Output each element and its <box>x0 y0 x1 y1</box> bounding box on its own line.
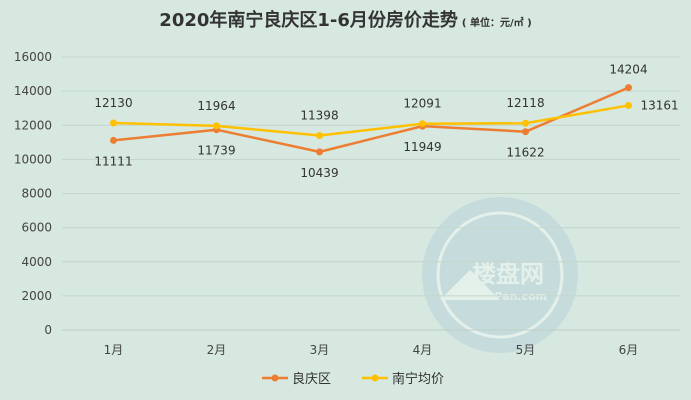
y-axis: 0 2000 4000 6000 8000 10000 12000 14000 16000 <box>14 50 52 337</box>
data-point <box>625 101 632 109</box>
data-label: 11111 <box>94 154 132 168</box>
watermark-subtext: LouPan.com <box>472 290 547 303</box>
data-label: 14204 <box>609 63 647 77</box>
data-point <box>110 136 117 144</box>
x-tick-label: 6月 <box>619 343 639 357</box>
data-label: 13161 <box>641 98 679 112</box>
chart-title: 2020年南宁良庆区1-6月份房价走势( 单位：元/㎡ ) <box>0 6 691 32</box>
watermark-logo: 楼盘网 LouPan.com <box>422 197 578 353</box>
watermark-text: 楼盘网 <box>472 260 544 288</box>
data-point <box>213 122 220 130</box>
gridlines <box>62 56 680 331</box>
data-label: 11622 <box>506 146 544 160</box>
series-lines <box>110 84 632 156</box>
data-label: 11739 <box>197 144 235 158</box>
legend-swatch-marker <box>371 374 379 382</box>
y-tick-label: 16000 <box>14 50 52 64</box>
chart-title-text: 2020年南宁良庆区1-6月份房价走势 <box>159 10 458 31</box>
data-point <box>316 132 323 140</box>
x-tick-label: 5月 <box>516 343 536 357</box>
legend: 良庆区 南宁均价 <box>262 371 444 387</box>
data-label: 12118 <box>506 96 544 110</box>
y-tick-label: 8000 <box>21 187 52 201</box>
x-axis: 1月 2月 3月 4月 5月 6月 <box>104 343 639 357</box>
data-point <box>522 128 529 136</box>
y-tick-label: 4000 <box>21 255 52 269</box>
x-tick-label: 4月 <box>413 343 433 357</box>
data-label: 10439 <box>300 166 338 180</box>
y-tick-label: 12000 <box>14 118 52 132</box>
series-line-1 <box>113 86 629 154</box>
x-tick-label: 1月 <box>104 343 124 357</box>
data-label: 11964 <box>197 99 235 113</box>
data-point <box>110 119 117 127</box>
series-line-2 <box>113 104 629 137</box>
legend-label: 良庆区 <box>292 371 331 387</box>
y-tick-label: 2000 <box>21 289 52 303</box>
y-tick-label: 10000 <box>14 152 52 166</box>
data-label: 12130 <box>94 96 132 110</box>
y-tick-label: 0 <box>44 323 52 337</box>
unit-note: ( 单位：元/㎡ ) <box>461 18 532 29</box>
data-point <box>316 148 323 156</box>
data-point <box>419 120 426 128</box>
x-tick-label: 2月 <box>207 343 227 357</box>
y-tick-label: 14000 <box>14 84 52 98</box>
legend-swatch-marker <box>271 374 279 382</box>
y-tick-label: 6000 <box>21 221 52 235</box>
data-label: 11398 <box>300 109 338 123</box>
x-tick-label: 3月 <box>310 343 330 357</box>
data-point <box>522 119 529 127</box>
data-label: 12091 <box>403 97 441 111</box>
data-point <box>625 84 632 92</box>
data-labels: 12130 11111 11964 11739 11398 10439 12091 11949… <box>94 63 678 180</box>
legend-label: 南宁均价 <box>392 371 444 387</box>
data-label: 11949 <box>403 140 441 154</box>
